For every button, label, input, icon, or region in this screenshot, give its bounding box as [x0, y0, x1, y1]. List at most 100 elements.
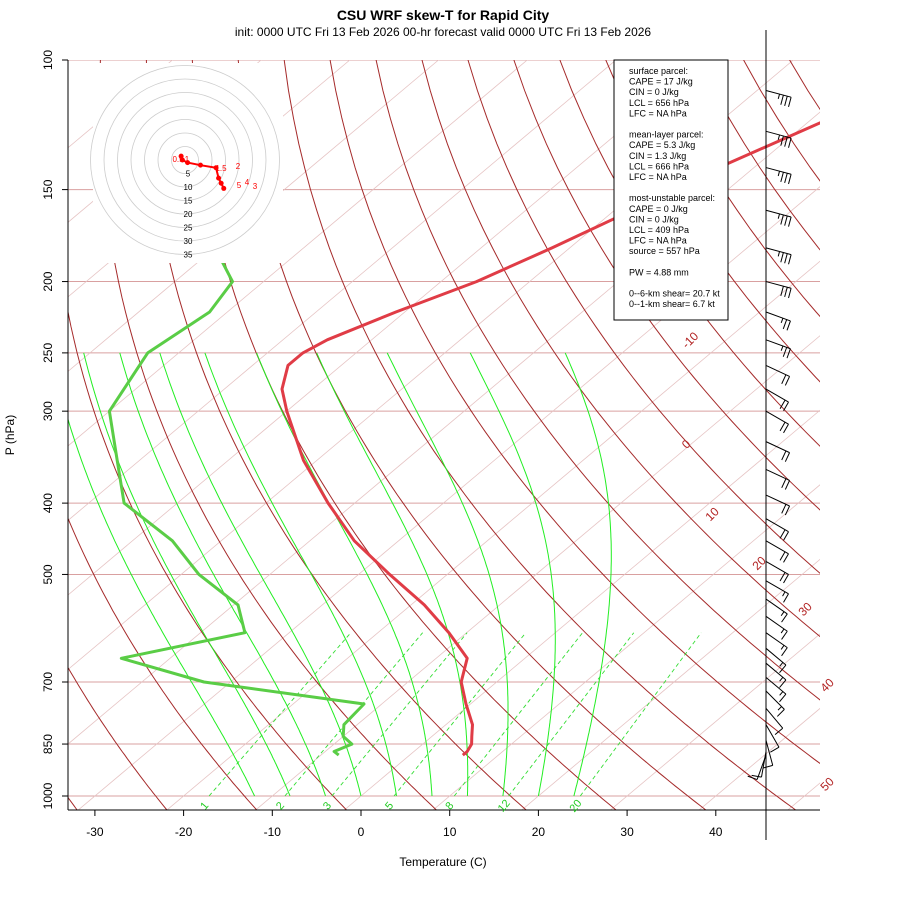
hodograph-point-label: 1	[185, 155, 190, 164]
isotherm-label: 30	[795, 599, 815, 619]
x-tick-label: -30	[86, 825, 104, 839]
hodograph-point-label: 1.5	[215, 164, 227, 173]
hodograph-ring	[90, 65, 280, 255]
mixing-ratio-line	[508, 632, 635, 797]
hodograph-ring	[117, 92, 253, 228]
y-tick-label: 400	[41, 493, 55, 513]
dry-adiabat-line	[559, 60, 820, 447]
wind-barb	[765, 647, 787, 674]
isotherm-line	[343, 409, 820, 810]
hodograph-point	[178, 153, 184, 159]
dry-adiabat-line	[145, 60, 527, 810]
x-tick-label: 40	[709, 825, 723, 839]
y-axis-ticks: 100 150 200 250 300 400 500 700 850 1000	[41, 50, 68, 809]
chart-subtitle: init: 0000 UTC Fri 13 Feb 2026 00-hr for…	[235, 25, 652, 39]
wind-barb	[765, 209, 792, 227]
y-tick-label: 200	[41, 271, 55, 291]
isotherm-line	[609, 633, 820, 810]
wind-barb	[765, 410, 789, 434]
mixing-ratio-line	[453, 632, 583, 797]
moist-adiabat-line	[386, 352, 509, 797]
stats-line: CAPE = 0 J/kg	[629, 204, 688, 214]
hodograph-point	[216, 175, 222, 181]
x-tick-label: -20	[175, 825, 193, 839]
wind-barb	[765, 518, 789, 541]
hodograph-ring	[144, 119, 226, 201]
wind-barb	[765, 662, 787, 688]
dry-adiabat-line	[421, 60, 820, 638]
stats-line: source = 557 hPa	[629, 246, 700, 256]
plot-frame	[67, 60, 820, 811]
wind-barb	[765, 494, 791, 516]
hodograph-ring-label: 10	[184, 183, 193, 192]
x-tick-label: 0	[358, 825, 365, 839]
y-axis-label: P (hPa)	[3, 415, 17, 455]
y-tick-label: 150	[41, 179, 55, 199]
stats-line: PW = 4.88 mm	[629, 267, 689, 277]
x-tick-label: 30	[620, 825, 634, 839]
hodograph-ring	[103, 78, 267, 242]
stats-line: CIN = 0 J/kg	[629, 87, 679, 97]
wind-barb	[765, 130, 792, 148]
hodograph-point	[185, 160, 191, 166]
isotherm-line	[68, 60, 617, 521]
isotherm-line	[68, 111, 820, 745]
y-tick-label: 500	[41, 564, 55, 584]
wind-barb	[765, 677, 787, 703]
dry-adiabat-line	[743, 60, 820, 182]
hodograph-point	[218, 180, 224, 186]
dry-adiabat-line	[836, 60, 900, 812]
dewpoint-trace	[107, 209, 366, 757]
wind-barb	[765, 598, 788, 623]
hodograph-ring	[130, 105, 240, 215]
wind-barb-column	[747, 30, 792, 840]
hodograph-point-label: 2	[236, 162, 241, 171]
isotherm-line	[68, 60, 439, 372]
x-axis-label: Temperature (C)	[399, 855, 486, 869]
wind-barb	[765, 560, 789, 584]
moist-adiabat-line	[159, 352, 362, 797]
hodograph-point	[179, 157, 185, 163]
isotherm-label: 40	[817, 675, 837, 695]
hodograph-ring-label: 25	[184, 224, 193, 233]
stats-line: surface parcel:	[629, 66, 688, 76]
mixing-ratio-line	[579, 632, 702, 797]
hodograph-point	[198, 162, 204, 168]
dry-adiabat-line	[467, 60, 820, 574]
y-tick-label: 100	[41, 50, 55, 70]
wind-barb	[765, 441, 791, 462]
isotherm-label: 50	[817, 774, 837, 794]
sounding-traces	[107, 121, 820, 757]
isotherm-label: 10	[702, 504, 722, 524]
dry-adiabat-line	[513, 60, 820, 511]
wind-barb	[765, 167, 792, 185]
dry-adiabat-line	[68, 666, 168, 810]
hodograph-ring-label: 30	[184, 237, 193, 246]
moist-adiabat-line	[204, 352, 397, 797]
mixing-ratio-line	[208, 632, 352, 797]
dry-adiabat-line	[789, 60, 820, 111]
y-tick-label: 300	[41, 401, 55, 421]
stats-line: LFC = NA hPa	[629, 172, 687, 182]
wind-barb	[765, 89, 792, 107]
isotherm-label: -10	[679, 329, 701, 351]
hodograph-point	[213, 165, 219, 171]
stats-line: CIN = 1.3 J/kg	[629, 151, 686, 161]
x-tick-label: -10	[264, 825, 282, 839]
stats-line: CAPE = 17 J/kg	[629, 77, 693, 87]
isotherm-line	[875, 60, 900, 812]
x-tick-label: 10	[443, 825, 457, 839]
wind-barb	[765, 615, 788, 640]
wind-barb	[765, 281, 792, 299]
dry-adiabat-line	[68, 309, 348, 810]
moist-adiabat-line	[119, 352, 326, 797]
moist-adiabat-lines	[68, 352, 612, 797]
stats-line: LFC = NA hPa	[629, 236, 687, 246]
dry-adiabat-line	[605, 60, 820, 383]
mixing-ratio-line	[331, 632, 468, 797]
mixing-ratio-line	[393, 632, 527, 797]
isotherm-line	[432, 484, 820, 810]
hodograph-ring	[171, 146, 199, 174]
